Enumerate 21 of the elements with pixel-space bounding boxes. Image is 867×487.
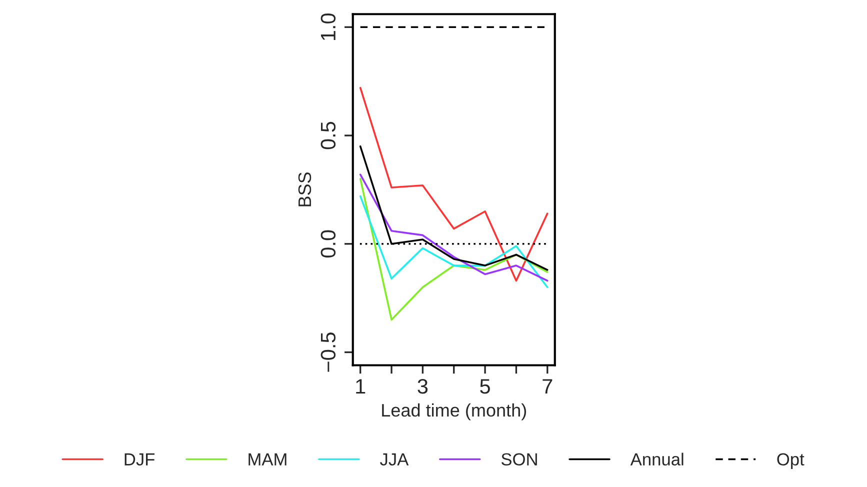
x-tick-label: 7 xyxy=(542,379,552,394)
line-series xyxy=(359,178,548,321)
y-axis-title: BSS xyxy=(298,172,312,206)
line-series xyxy=(359,195,548,288)
legend-label: MAM xyxy=(248,453,286,466)
line-series xyxy=(359,145,548,271)
y-tick-label: 0.5 xyxy=(320,122,336,150)
y-tick-label: 0.0 xyxy=(320,230,336,258)
legend-label: Annual xyxy=(630,452,684,466)
line-series xyxy=(359,86,548,282)
x-tick-label: 3 xyxy=(418,378,428,394)
legend-label: SON xyxy=(501,453,537,466)
legend-label: DJF xyxy=(124,453,155,466)
x-tick-label: 5 xyxy=(480,379,490,394)
y-tick-label: 1.0 xyxy=(320,13,336,40)
x-tick-label: 1 xyxy=(356,379,366,394)
legend-label: JJA xyxy=(380,453,409,466)
y-tick-label: −0.5 xyxy=(320,332,336,372)
x-axis-title: Lead time (month) xyxy=(382,403,526,420)
line-series xyxy=(359,174,548,282)
legend-label: Opt xyxy=(777,453,804,469)
